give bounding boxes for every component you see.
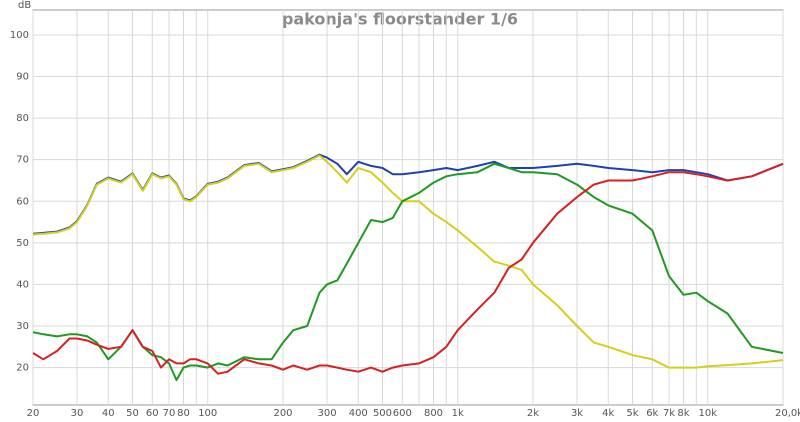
- x-tick-label: 1k: [452, 408, 464, 419]
- chart-title: pakonja's floorstander 1/6: [282, 10, 518, 29]
- x-tick-label: 50: [126, 408, 139, 419]
- x-tick-label: 600: [393, 408, 412, 419]
- x-tick-label: 70: [163, 408, 176, 419]
- x-tick-label: 100: [198, 408, 217, 419]
- y-tick-label: 70: [16, 155, 29, 166]
- y-tick-label: 20: [16, 363, 29, 374]
- x-tick-label: 40: [102, 408, 115, 419]
- x-tick-label: 30: [71, 408, 84, 419]
- y-tick-label: 40: [16, 279, 29, 290]
- y-tick-label: 30: [16, 321, 29, 332]
- series-line: [32, 154, 784, 369]
- series-line: [32, 162, 784, 375]
- x-tick-label: 500: [373, 408, 392, 419]
- x-tick-label: 3k: [571, 408, 583, 419]
- plot-frame: [32, 9, 784, 406]
- y-axis-label: dB: [18, 0, 31, 11]
- y-tick-label: 50: [16, 238, 29, 249]
- x-tick-label: 80: [177, 408, 190, 419]
- x-tick-label: 2k: [527, 408, 539, 419]
- x-tick-label: 5k: [626, 408, 638, 419]
- x-tick-label: 20: [27, 408, 40, 419]
- x-tick-label: 60: [146, 408, 159, 419]
- x-tick-label: 10k: [698, 408, 717, 419]
- x-tick-label: 200: [273, 408, 292, 419]
- x-tick-label: 8k: [677, 408, 689, 419]
- x-tick-label: 400: [349, 408, 368, 419]
- y-tick-label: 60: [16, 196, 29, 207]
- x-tick-label: 7k: [663, 408, 675, 419]
- y-tick-label: 80: [16, 113, 29, 124]
- x-tick-label: 300: [317, 408, 336, 419]
- y-tick-label: 100: [10, 30, 29, 41]
- x-tick-label: 4k: [602, 408, 614, 419]
- x-tick-label: 6k: [646, 408, 658, 419]
- y-tick-label: 90: [16, 72, 29, 83]
- x-tick-label: 20,0k Hz: [775, 408, 800, 419]
- x-tick-label: 800: [424, 408, 443, 419]
